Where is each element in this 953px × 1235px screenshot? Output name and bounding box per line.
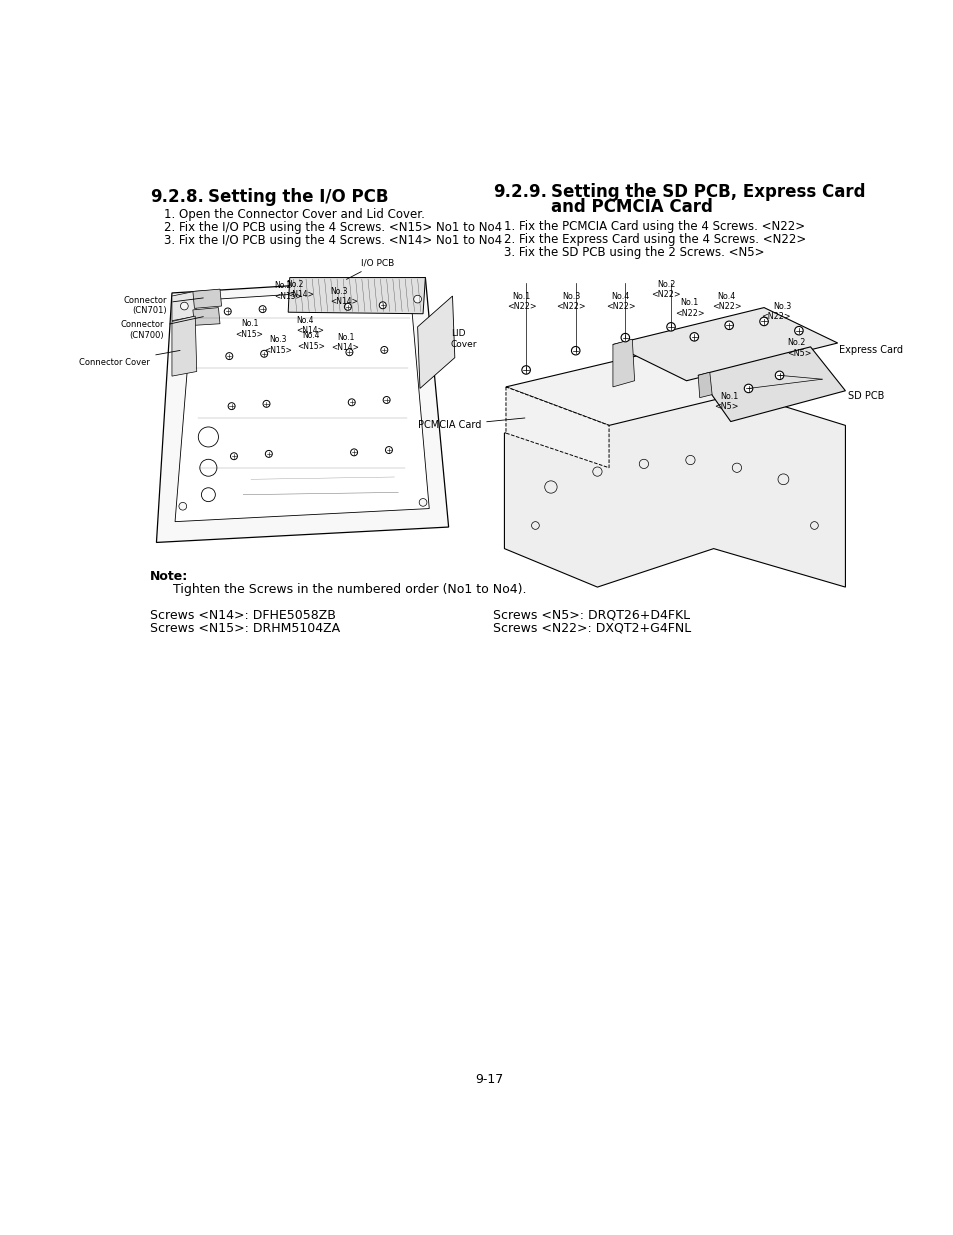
- Polygon shape: [698, 372, 711, 398]
- Text: Screws <N5>: DRQT26+D4FKL: Screws <N5>: DRQT26+D4FKL: [493, 609, 689, 621]
- Circle shape: [260, 351, 268, 357]
- Polygon shape: [193, 308, 220, 325]
- Circle shape: [689, 332, 698, 341]
- Circle shape: [385, 447, 392, 453]
- Circle shape: [759, 317, 767, 326]
- Text: No.1
<N5>: No.1 <N5>: [713, 391, 738, 411]
- Text: No.4
<N22>: No.4 <N22>: [605, 291, 635, 311]
- Text: SD PCB: SD PCB: [847, 391, 883, 401]
- Circle shape: [231, 453, 237, 459]
- Text: Connector
(CN701): Connector (CN701): [124, 295, 203, 315]
- Text: 3. Fix the I/O PCB using the 4 Screws. <N14> No1 to No4: 3. Fix the I/O PCB using the 4 Screws. <…: [164, 235, 502, 247]
- Text: 9.2.8.: 9.2.8.: [150, 188, 204, 206]
- Circle shape: [666, 322, 675, 331]
- Text: No.3
<N22>: No.3 <N22>: [760, 303, 790, 321]
- Text: 1. Open the Connector Cover and Lid Cover.: 1. Open the Connector Cover and Lid Cove…: [164, 209, 425, 221]
- Text: No.3
<N14>: No.3 <N14>: [330, 287, 357, 306]
- Text: Connector Cover: Connector Cover: [79, 351, 180, 367]
- Circle shape: [344, 304, 351, 310]
- Text: No.2
<N14>: No.2 <N14>: [286, 279, 314, 299]
- Polygon shape: [174, 287, 429, 521]
- Text: 1. Fix the PCMCIA Card using the 4 Screws. <N22>: 1. Fix the PCMCIA Card using the 4 Screw…: [504, 220, 804, 233]
- Text: Connector
(CN700): Connector (CN700): [121, 316, 203, 340]
- Text: No.2
<N22>: No.2 <N22>: [651, 279, 680, 299]
- Text: 9.2.9.: 9.2.9.: [493, 183, 546, 201]
- Polygon shape: [417, 296, 455, 389]
- Circle shape: [224, 308, 231, 315]
- Polygon shape: [156, 278, 448, 542]
- Circle shape: [380, 347, 387, 353]
- Circle shape: [179, 503, 187, 510]
- Text: Setting the I/O PCB: Setting the I/O PCB: [208, 188, 389, 206]
- Text: 2. Fix the I/O PCB using the 4 Screws. <N15> No1 to No4: 2. Fix the I/O PCB using the 4 Screws. <…: [164, 221, 502, 235]
- Circle shape: [263, 400, 270, 408]
- Circle shape: [521, 366, 530, 374]
- Polygon shape: [172, 316, 196, 377]
- Circle shape: [383, 396, 390, 404]
- Polygon shape: [193, 289, 221, 309]
- Text: 9-17: 9-17: [475, 1073, 502, 1086]
- Polygon shape: [288, 278, 425, 314]
- Circle shape: [414, 295, 421, 303]
- Circle shape: [228, 403, 234, 410]
- Circle shape: [418, 499, 427, 506]
- Text: LID
Cover: LID Cover: [451, 330, 476, 348]
- Text: Screws <N14>: DFHE5058ZB: Screws <N14>: DFHE5058ZB: [150, 609, 335, 621]
- Text: Note:: Note:: [150, 571, 189, 583]
- Text: No.4
<N14>: No.4 <N14>: [295, 316, 323, 336]
- Circle shape: [379, 301, 386, 309]
- Text: PCMCIA Card: PCMCIA Card: [417, 417, 524, 431]
- Polygon shape: [504, 387, 844, 587]
- Text: No.2
<N15>: No.2 <N15>: [274, 282, 302, 300]
- Text: No.3
<N22>: No.3 <N22>: [556, 291, 585, 311]
- Text: Screws <N22>: DXQT2+G4FNL: Screws <N22>: DXQT2+G4FNL: [493, 621, 690, 635]
- Text: 3. Fix the SD PCB using the 2 Screws. <N5>: 3. Fix the SD PCB using the 2 Screws. <N…: [504, 246, 764, 259]
- Circle shape: [346, 348, 353, 356]
- Polygon shape: [612, 308, 837, 380]
- Text: Screws <N15>: DRHM5104ZA: Screws <N15>: DRHM5104ZA: [150, 621, 340, 635]
- Polygon shape: [505, 347, 782, 425]
- Circle shape: [259, 306, 266, 312]
- Text: No.1
<N22>: No.1 <N22>: [674, 298, 703, 317]
- Text: No.4
<N22>: No.4 <N22>: [711, 291, 740, 311]
- Text: Setting the SD PCB, Express Card: Setting the SD PCB, Express Card: [550, 183, 864, 201]
- Text: No.1
<N15>: No.1 <N15>: [235, 319, 263, 338]
- Polygon shape: [172, 291, 196, 321]
- Text: No.4
<N15>: No.4 <N15>: [297, 331, 325, 351]
- Circle shape: [350, 448, 357, 456]
- Text: No.1
<N14>: No.1 <N14>: [332, 333, 359, 352]
- Circle shape: [265, 451, 272, 457]
- Circle shape: [724, 321, 733, 330]
- Text: Express Card: Express Card: [839, 345, 902, 354]
- Text: No.3
<N15>: No.3 <N15>: [264, 336, 292, 354]
- Circle shape: [180, 303, 188, 310]
- Circle shape: [226, 353, 233, 359]
- Circle shape: [348, 399, 355, 406]
- Text: Tighten the Screws in the numbered order (No1 to No4).: Tighten the Screws in the numbered order…: [173, 583, 526, 597]
- Text: 2. Fix the Express Card using the 4 Screws. <N22>: 2. Fix the Express Card using the 4 Scre…: [504, 233, 806, 246]
- Polygon shape: [612, 340, 634, 387]
- Text: No.1
<N22>: No.1 <N22>: [506, 291, 536, 311]
- Circle shape: [620, 333, 629, 342]
- Text: and PCMCIA Card: and PCMCIA Card: [550, 199, 712, 216]
- Circle shape: [794, 326, 802, 335]
- Polygon shape: [505, 387, 608, 468]
- Circle shape: [743, 384, 752, 393]
- Text: I/O PCB: I/O PCB: [346, 258, 394, 279]
- Text: No.2
<N5>: No.2 <N5>: [786, 338, 811, 358]
- Polygon shape: [698, 347, 844, 421]
- Circle shape: [571, 347, 579, 354]
- Circle shape: [775, 370, 783, 379]
